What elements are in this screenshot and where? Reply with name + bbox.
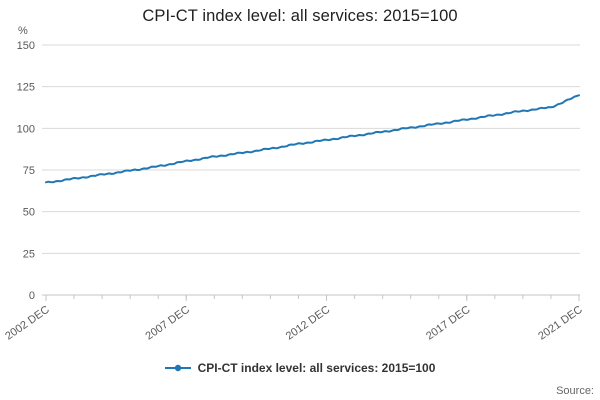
svg-text:75: 75	[23, 165, 35, 177]
legend-line-marker-icon	[164, 364, 191, 372]
svg-text:2002 DEC: 2002 DEC	[3, 304, 52, 343]
y-axis-labels: 0 25 50 75 100 125 150	[17, 40, 35, 302]
chart-title: CPI-CT index level: all services: 2015=1…	[142, 7, 458, 25]
svg-text:2007 DEC: 2007 DEC	[144, 304, 193, 343]
svg-text:2021 DEC: 2021 DEC	[536, 304, 585, 343]
svg-text:125: 125	[17, 82, 35, 94]
svg-text:0: 0	[29, 290, 35, 302]
legend: CPI-CT index level: all services: 2015=1…	[0, 361, 600, 375]
svg-text:2012 DEC: 2012 DEC	[284, 304, 333, 343]
y-gridlines	[42, 44, 580, 296]
x-axis-labels: 2002 DEC 2007 DEC 2012 DEC 2017 DEC 2021 DEC	[3, 304, 585, 343]
svg-text:150: 150	[17, 40, 35, 52]
y-axis-unit-label: %	[18, 25, 28, 37]
x-axis	[42, 294, 580, 301]
legend-label: CPI-CT index level: all services: 2015=1…	[197, 361, 436, 375]
svg-text:25: 25	[23, 248, 35, 260]
svg-text:2017 DEC: 2017 DEC	[424, 304, 473, 343]
svg-text:50: 50	[23, 207, 35, 219]
svg-text:100: 100	[17, 123, 35, 135]
line-chart: 0 25 50 75 100 125 150% 2002 DEC 2007 DEC 2012 DE…	[3, 25, 585, 343]
source-label: Source:	[556, 385, 594, 397]
series-line	[45, 94, 580, 184]
